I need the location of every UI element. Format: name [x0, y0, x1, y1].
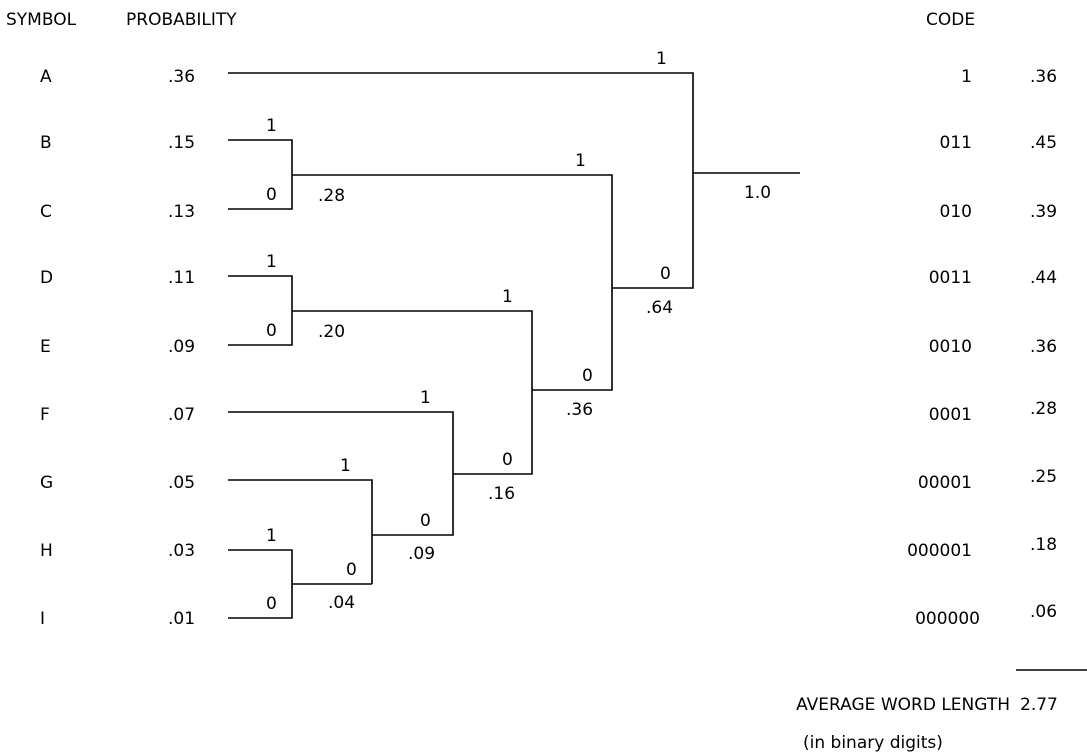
bit-label-f: 1	[420, 388, 431, 408]
branch-g	[228, 479, 373, 584]
root-probability: 1.0	[744, 183, 771, 203]
branch-ghi	[372, 474, 454, 536]
code-a: 1	[961, 67, 972, 87]
symbol-c: C	[40, 202, 52, 222]
node-probability-hi: .04	[328, 593, 355, 613]
code-d: 0011	[929, 268, 972, 288]
node-probability-ghi: .09	[408, 544, 435, 564]
bit-label-ghi: 0	[420, 511, 431, 531]
bit-label-b: 1	[266, 116, 277, 136]
branch-bc	[292, 174, 613, 288]
weighted-c: .39	[1030, 202, 1057, 222]
branch-defghi	[532, 288, 613, 391]
code-h: 000001	[907, 541, 972, 561]
bit-label-c: 0	[266, 185, 277, 205]
node-probability-defghi: .36	[566, 400, 593, 420]
probability-g: .05	[168, 473, 195, 493]
header-probability: PROBABILITY	[126, 10, 237, 30]
code-b: 011	[940, 133, 972, 153]
branch-bcdefghi	[612, 173, 694, 289]
node-probability-fghi: .16	[488, 484, 515, 504]
weighted-b: .45	[1030, 133, 1057, 153]
probability-a: .36	[168, 67, 195, 87]
probability-c: .13	[168, 202, 195, 222]
probability-i: .01	[168, 609, 195, 629]
weighted-f: .28	[1030, 399, 1057, 419]
weighted-a: .36	[1030, 67, 1057, 87]
code-f: 0001	[929, 405, 972, 425]
node-probability-bc: .28	[318, 186, 345, 206]
symbol-g: G	[40, 473, 53, 493]
bit-label-h: 1	[266, 526, 277, 546]
weighted-g: .25	[1030, 467, 1057, 487]
symbol-f: F	[40, 405, 50, 425]
branch-a	[228, 72, 694, 173]
probability-d: .11	[168, 268, 195, 288]
bit-label-g: 1	[340, 456, 351, 476]
branch-d-e	[228, 275, 293, 346]
branch-de	[292, 310, 533, 390]
symbol-i: I	[40, 609, 45, 629]
tree-lines	[228, 72, 1087, 671]
header-code: CODE	[926, 10, 975, 30]
weighted-i: .06	[1030, 602, 1057, 622]
branch-fghi	[453, 390, 533, 475]
bit-label-e: 0	[266, 321, 277, 341]
branch-b-c	[228, 139, 293, 210]
node-probability-de: .20	[318, 322, 345, 342]
weighted-h: .18	[1030, 535, 1057, 555]
node-probability-bcdefghi: .64	[646, 298, 673, 318]
average-word-length-label: AVERAGE WORD LENGTH	[796, 695, 1010, 715]
symbol-a: A	[40, 67, 52, 87]
bit-label-i: 0	[266, 594, 277, 614]
bit-label-d: 1	[266, 252, 277, 272]
bit-label-de: 1	[502, 287, 513, 307]
code-g: 00001	[918, 473, 972, 493]
weighted-d: .44	[1030, 268, 1057, 288]
probability-b: .15	[168, 133, 195, 153]
header-symbol: SYMBOL	[6, 10, 77, 30]
symbol-h: H	[40, 541, 53, 561]
code-e: 0010	[929, 337, 972, 357]
branch-h-i	[228, 549, 293, 619]
bit-label-a: 1	[656, 49, 667, 69]
code-c: 010	[940, 202, 972, 222]
bit-label-fghi: 0	[502, 450, 513, 470]
weighted-e: .36	[1030, 337, 1057, 357]
code-i: 000000	[915, 609, 980, 629]
symbol-b: B	[40, 133, 52, 153]
probability-f: .07	[168, 405, 195, 425]
unit-note: (in binary digits)	[803, 733, 943, 752]
symbol-d: D	[40, 268, 53, 288]
bit-label-hi: 0	[346, 560, 357, 580]
probability-e: .09	[168, 337, 195, 357]
branch-f	[228, 411, 454, 474]
symbol-e: E	[40, 337, 51, 357]
average-word-length-value: 2.77	[1020, 695, 1058, 715]
bit-label-defghi: 0	[582, 366, 593, 386]
probability-h: .03	[168, 541, 195, 561]
bit-label-bc: 1	[575, 151, 586, 171]
bit-label-bcdefghi: 0	[660, 264, 671, 284]
